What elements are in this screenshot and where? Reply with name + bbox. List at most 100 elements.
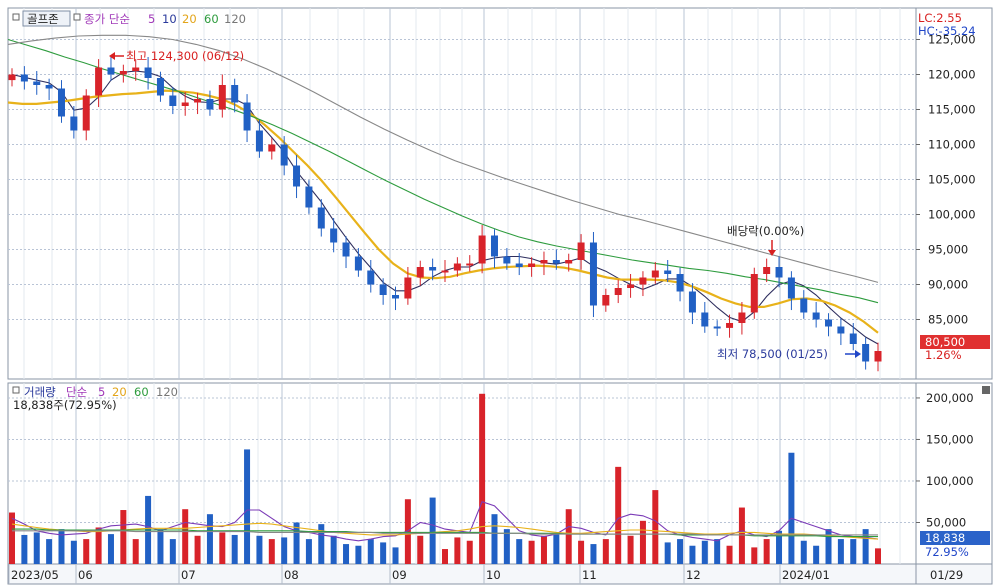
candle-body: [825, 319, 833, 327]
time-label: 09: [392, 568, 407, 582]
volume-bar: [466, 540, 473, 564]
volume-bar: [763, 539, 770, 564]
volume-bar: [380, 542, 387, 564]
volume-bar: [565, 509, 572, 564]
volume-tick-label: 50,000: [926, 515, 966, 529]
candle-body: [132, 67, 140, 71]
volume-bar: [293, 522, 300, 564]
price-tick-label: 85,000: [928, 313, 968, 327]
candle: [330, 218, 338, 253]
candle-body: [330, 228, 338, 243]
candle: [713, 320, 721, 336]
legend-ma60: 60: [204, 12, 219, 26]
candle-body: [82, 95, 90, 131]
price-legend[interactable]: 골프존 종가 단순 5 10 20 60 120: [12, 10, 246, 27]
candle-body: [874, 351, 882, 362]
volume-bar: [70, 540, 77, 564]
dividend-annotation: 배당락(0.00%): [727, 224, 804, 256]
last-volume: 18,838: [925, 531, 965, 545]
stock-tag[interactable]: 골프존: [27, 12, 59, 26]
volume-bar: [516, 539, 523, 564]
volume-bar: [120, 510, 127, 564]
volume-bar: [738, 507, 745, 564]
volume-bar: [689, 545, 696, 564]
volume-legend-ma120: 120: [156, 385, 178, 399]
candle: [416, 260, 424, 286]
volume-bar: [429, 497, 436, 564]
candle: [57, 80, 65, 123]
moving-average-lines: [7, 34, 879, 345]
last-volume-box: [920, 531, 990, 545]
candle: [206, 90, 214, 116]
volume-tick-label: 200,000: [926, 391, 974, 405]
volume-bar: [343, 544, 350, 564]
last-ratio: 72.95%: [925, 545, 969, 559]
candle-body: [404, 277, 412, 299]
volume-tick-label: 150,000: [926, 432, 974, 446]
candle: [453, 257, 461, 277]
candle: [33, 71, 41, 95]
volume-bar: [639, 520, 646, 564]
arrowhead-right-icon: [855, 350, 861, 358]
candle-body: [317, 207, 325, 229]
candle: [639, 271, 647, 297]
ma-line-120: [7, 34, 879, 283]
candle: [738, 302, 746, 335]
volume-bars: [9, 393, 881, 564]
time-label: 07: [181, 568, 196, 582]
legend-ma20: 20: [182, 12, 197, 26]
candle-body: [305, 186, 313, 208]
candle-body: [206, 99, 214, 110]
candle-body: [416, 267, 424, 278]
candle-body: [169, 95, 177, 106]
candle-body: [466, 263, 474, 266]
stock-tag-box[interactable]: [22, 10, 71, 27]
volume-bar: [862, 529, 869, 564]
candle: [577, 234, 585, 270]
volume-bar: [392, 547, 399, 564]
candle-body: [738, 312, 746, 323]
volume-bar: [417, 535, 424, 564]
volume-bar: [355, 545, 362, 564]
volume-bar: [33, 532, 40, 564]
candle: [8, 68, 16, 87]
volume-bar: [850, 539, 857, 564]
candle-body: [243, 102, 251, 131]
high-annotation: 최고 124,300 (06/12): [109, 49, 244, 63]
volume-bar: [46, 539, 53, 564]
candle: [874, 342, 882, 372]
candle-body: [156, 78, 164, 96]
volume-bar: [751, 547, 758, 564]
candle: [540, 251, 548, 276]
volume-bar: [318, 524, 325, 564]
volume-bar: [454, 537, 461, 564]
candle: [837, 318, 845, 346]
high-note: 최고 124,300 (06/12): [126, 49, 244, 63]
candle-body: [528, 263, 536, 267]
candle-body: [144, 67, 152, 78]
volume-legend[interactable]: 거래량 단순 5 20 60 120: [12, 385, 178, 399]
candle-body: [268, 144, 276, 152]
candle: [218, 74, 226, 118]
current-date-label: 01/29: [930, 568, 963, 582]
volume-bar: [615, 466, 622, 564]
candle: [490, 229, 498, 269]
panel-maximize-button[interactable]: [982, 386, 990, 394]
last-price: 80,500: [925, 335, 965, 349]
candle-body: [255, 130, 263, 152]
candle-body: [614, 288, 622, 295]
candle-body: [280, 144, 288, 166]
volume-bar: [281, 537, 288, 564]
volume-bar: [578, 540, 585, 564]
last-price-box: [920, 335, 990, 349]
candle-body: [849, 333, 857, 344]
volume-bar: [664, 542, 671, 564]
candle: [614, 279, 622, 304]
candle: [144, 57, 152, 90]
volume-bar: [182, 509, 189, 564]
candle-body: [367, 270, 375, 285]
price-tick-label: 100,000: [928, 208, 976, 222]
volume-ma-line-20: [11, 522, 879, 540]
candle-body: [862, 344, 870, 362]
candle-body: [515, 263, 523, 267]
